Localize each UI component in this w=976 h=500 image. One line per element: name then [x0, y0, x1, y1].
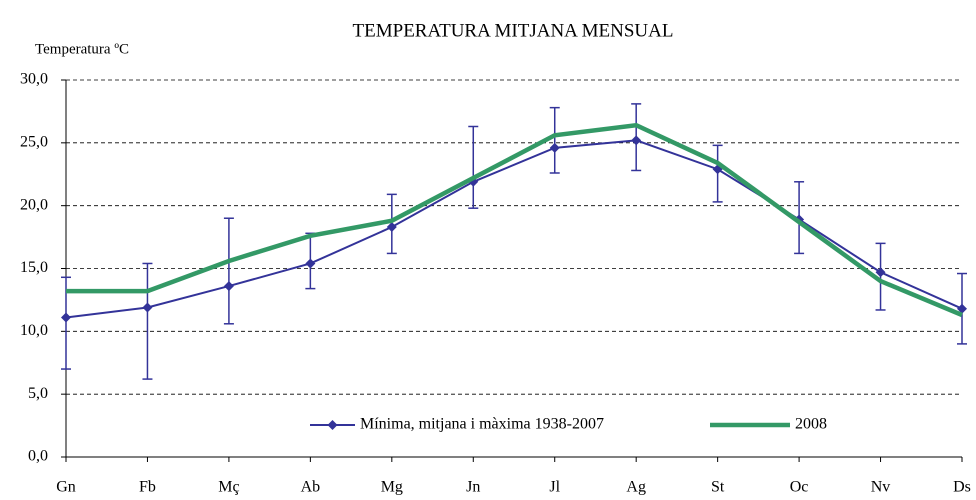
chart-title: TEMPERATURA MITJANA MENSUAL: [353, 20, 674, 41]
marker: [875, 267, 886, 278]
marker: [631, 135, 642, 146]
y-tick-label: 25,0: [20, 134, 48, 151]
marker: [61, 312, 71, 323]
legend-label: Mínima, mitjana i màxima 1938-2007: [360, 416, 604, 433]
x-tick-label: Oc: [790, 479, 809, 496]
marker: [957, 303, 967, 314]
marker: [549, 142, 560, 153]
x-tick-label: Ag: [626, 479, 646, 496]
x-tick-label: Jn: [466, 479, 480, 496]
x-tick-label: St: [711, 479, 725, 496]
y-tick-label: 30,0: [20, 71, 48, 88]
y-axis-label: Temperatura ºC: [35, 41, 129, 57]
legend-label: 2008: [795, 416, 827, 433]
series-line: [65, 139, 963, 319]
y-tick-label: 5,0: [28, 385, 48, 402]
x-tick-label: Gn: [56, 479, 76, 496]
legend-marker: [327, 420, 338, 430]
marker: [305, 258, 316, 269]
x-tick-label: Nv: [871, 479, 891, 496]
y-tick-label: 10,0: [20, 322, 48, 339]
marker: [386, 222, 397, 233]
x-tick-label: Fb: [139, 479, 156, 496]
y-tick-label: 20,0: [20, 196, 48, 213]
series-line: [66, 122, 963, 318]
x-tick-label: Mç: [218, 479, 239, 496]
marker: [223, 281, 234, 292]
y-tick-label: 0,0: [28, 448, 48, 465]
marker: [142, 302, 153, 313]
y-tick-label: 15,0: [20, 259, 48, 276]
x-tick-label: Mg: [381, 479, 403, 496]
x-tick-label: Ds: [953, 479, 971, 496]
x-tick-label: Jl: [549, 479, 560, 496]
x-tick-label: Ab: [301, 479, 321, 496]
